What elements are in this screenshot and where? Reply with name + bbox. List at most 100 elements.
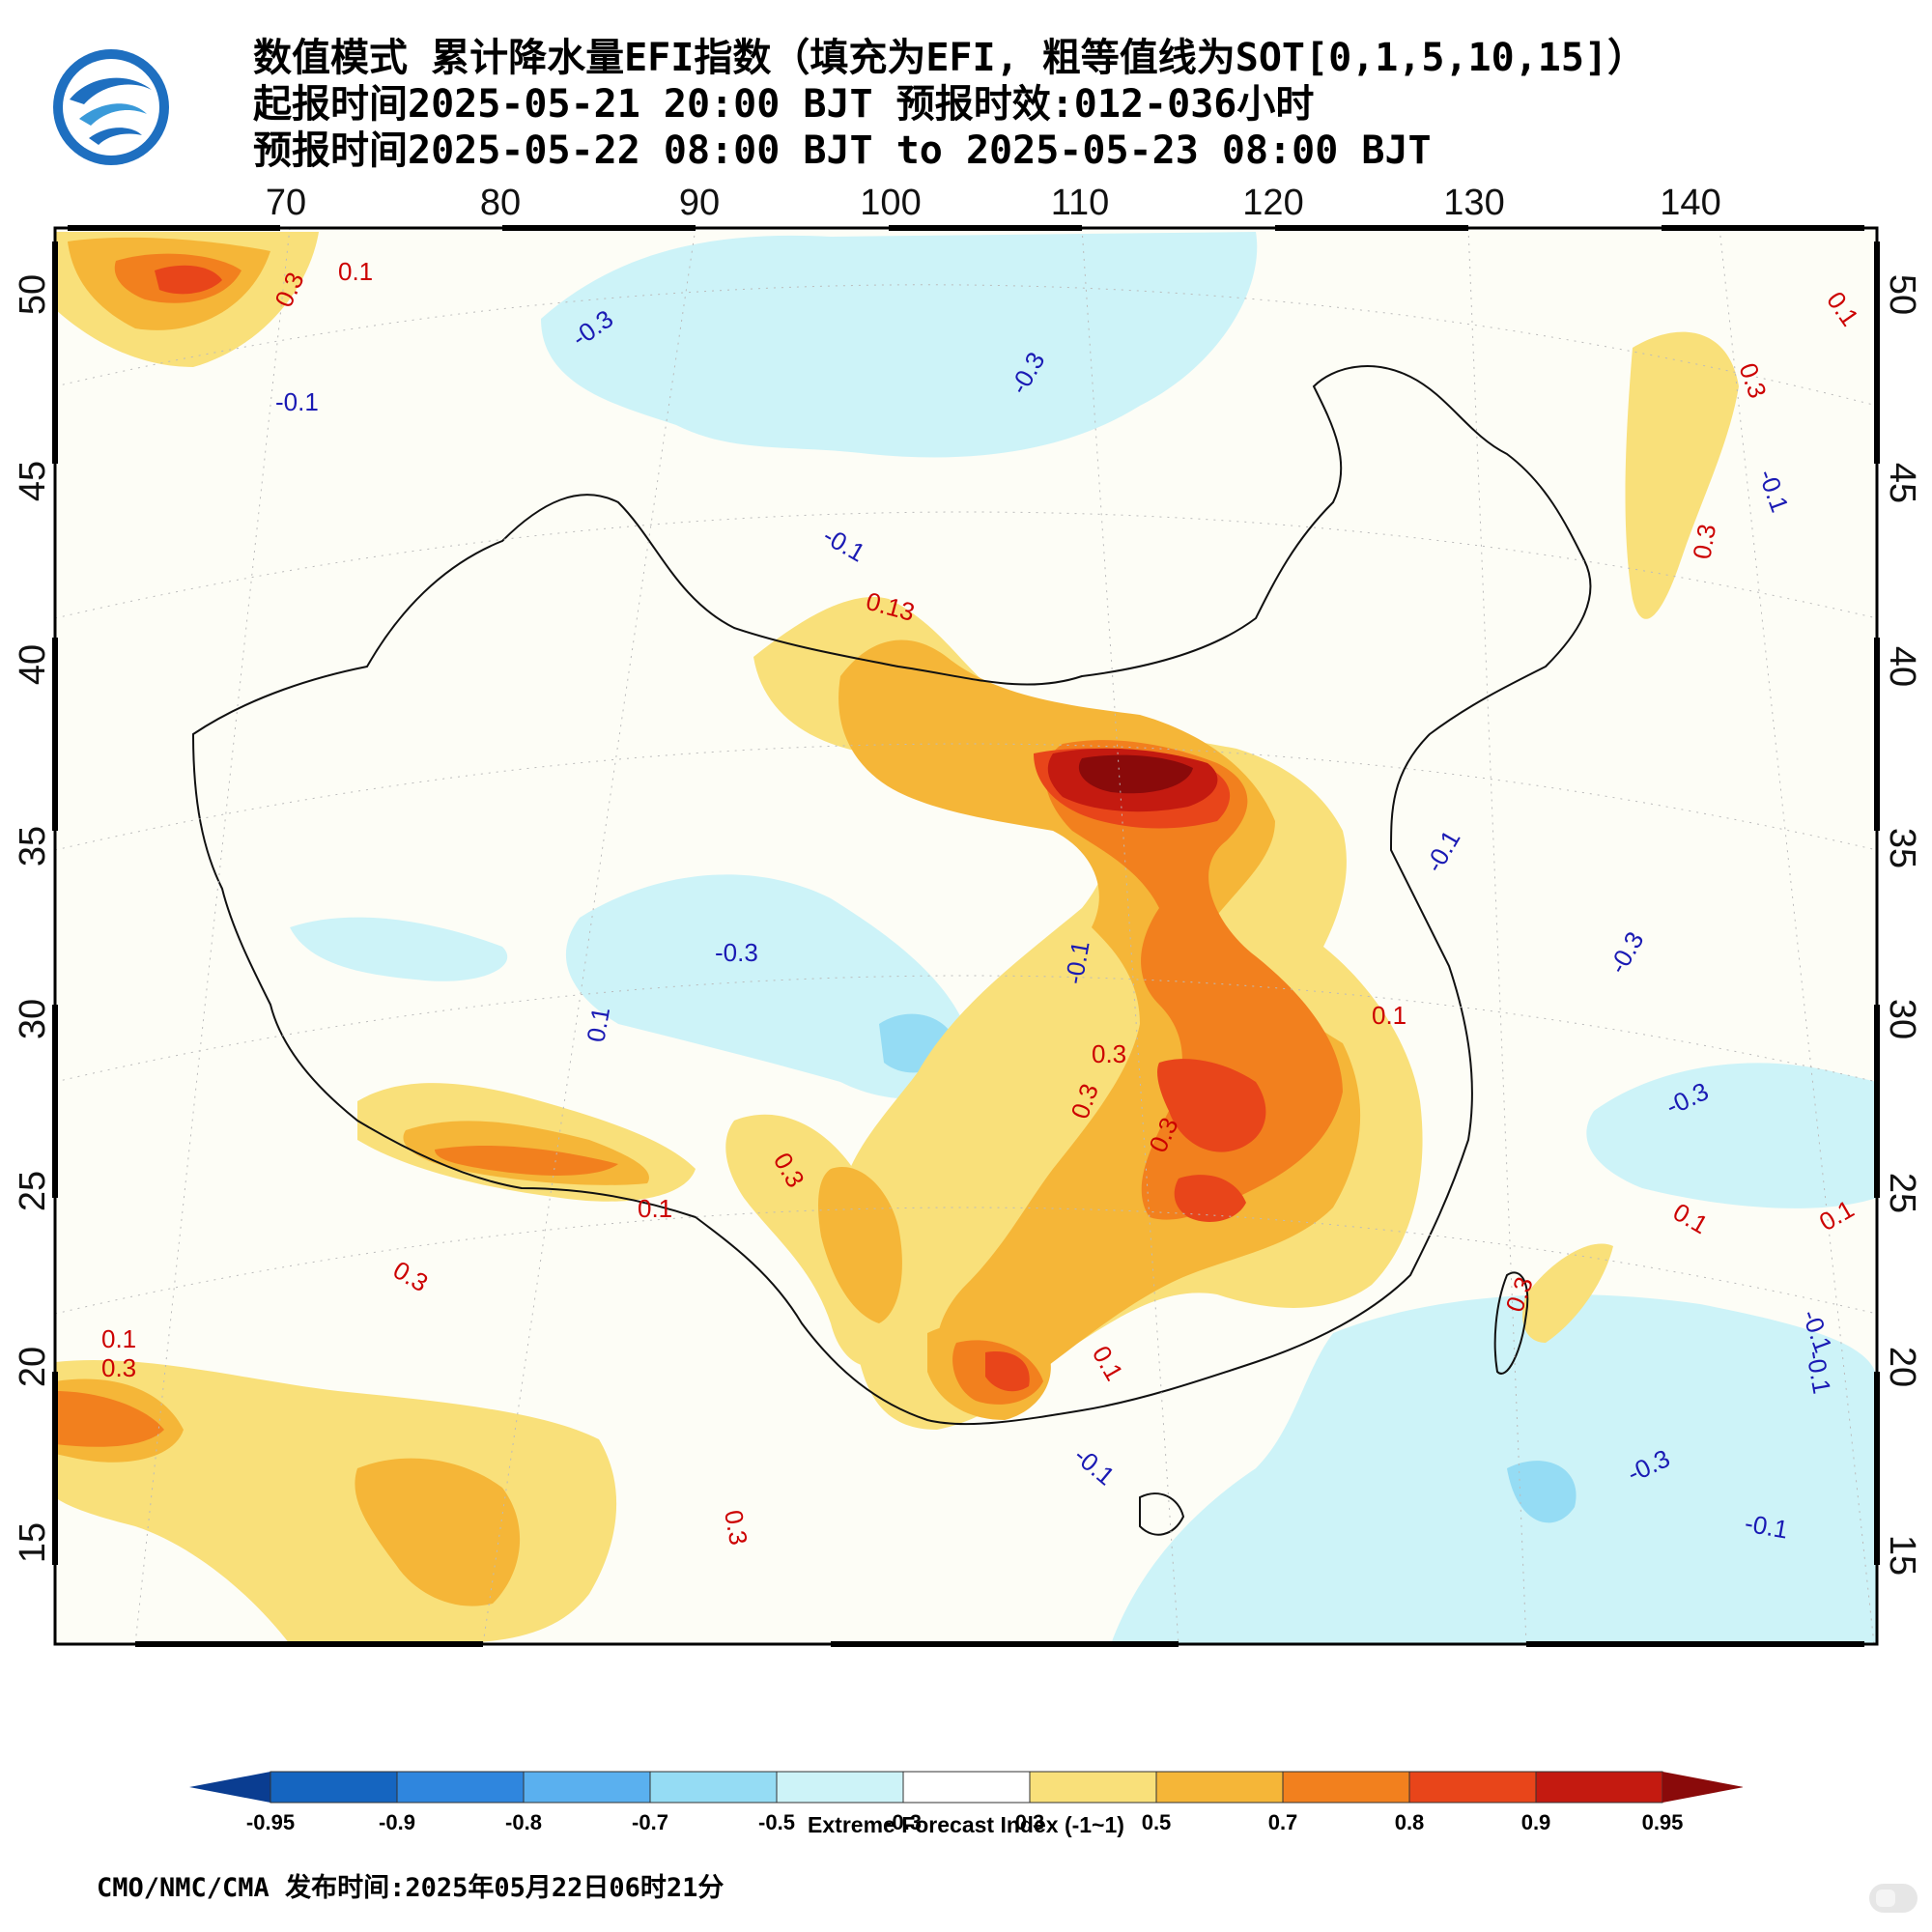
lat-label: 25 [13,1171,53,1211]
cma-logo-icon [53,49,169,165]
contour-label: -0.3 [715,938,758,967]
lon-label: 80 [115,1657,156,1662]
colorbar-tick-labels: -0.95 -0.9 -0.8 -0.7 -0.5 -0.3 0.3 0.5 0.7 0.8 0.9… [246,1810,1683,1834]
colorbar-tick-label: -0.95 [246,1810,295,1834]
efi-negative-mongolia [541,232,1258,458]
colorbar-segment [776,1771,904,1804]
colorbar-tick-label: -0.7 [632,1810,668,1834]
efi-orange-india [55,1378,521,1606]
lon-label: 130 [1838,1657,1899,1662]
colorbar-tick-label: -0.3 [885,1810,922,1834]
colorbar-tick-label: -0.5 [758,1810,795,1834]
efi-orange-sichuan [818,1167,902,1323]
lat-label: 35 [1882,828,1922,868]
contour-label: 0.3 [1092,1039,1126,1068]
bottom-lon-labels: 80 90 100 110 120 130 [115,1657,1900,1662]
colorbar-segment [1408,1771,1537,1804]
colorbar-arrow-left [189,1772,270,1803]
contour-label: 0.1 [338,257,373,286]
issue-info: CMO/NMC/CMA 发布时间:2025年05月22日06时21分 [97,1873,724,1903]
top-lon-labels: 70 80 90 100 110 120 130 140 [266,183,1721,223]
right-lat-labels: 50 45 40 35 30 25 20 15 [1882,274,1922,1576]
china-border [191,365,1592,1426]
efi-darkorange-central [1044,740,1343,1220]
efi-positive-taiwan-east [1522,1243,1613,1343]
efi-positive-japan [1625,331,1739,619]
efi-red-mongolia [155,265,222,295]
efi-negative-south-sea-core [1507,1461,1577,1523]
title-line-3: 预报时间2025-05-22 08:00 BJT to 2025-05-23 0… [253,128,1432,173]
colorbar-segment [1155,1771,1284,1804]
colorbar-segment [1029,1771,1157,1804]
graticule [54,227,1878,1645]
efi-negative-tibet [565,874,976,1099]
colorbar-tick-label: 0.9 [1521,1810,1551,1834]
lon-label: 110 [1051,183,1110,223]
lon-label: 130 [1443,183,1504,223]
lat-label: 50 [1882,274,1922,315]
efi-darkorange-himalaya [435,1145,618,1176]
colorbar-title: Extreme Forecast Index (-1~1) [808,1812,1124,1837]
efi-darkorange-india [55,1391,164,1447]
colorbar-tick-label: 0.5 [1142,1810,1172,1834]
colorbar-tick-label: 0.8 [1395,1810,1425,1834]
lon-label: 120 [1491,1657,1551,1662]
efi-red-central [985,748,1266,1392]
contour-label: 0.1 [101,1324,136,1353]
colorbar-tick-label: -0.8 [505,1810,542,1834]
hainan-island [1139,1492,1185,1536]
contour-label: 0.3 [101,1353,136,1382]
colorbar-arrow-right [1662,1772,1743,1803]
lat-label: 40 [1882,646,1922,687]
lat-label: 30 [1882,999,1922,1039]
contour-label: 0.1 [581,1005,615,1044]
lon-label: 120 [1242,183,1303,223]
taiwan-island [1493,1271,1529,1375]
lat-label: 30 [13,999,53,1039]
lat-label: 45 [1882,463,1922,503]
colorbar-segment [270,1771,398,1804]
efi-negative-south-sea [1111,1294,1877,1644]
watermark-icon [1869,1884,1918,1913]
lat-label: 20 [1882,1347,1922,1387]
lon-label: 80 [480,183,521,223]
contour-label: 0.1 [638,1194,672,1223]
efi-colorbar: -0.95 -0.9 -0.8 -0.7 -0.5 -0.3 0.3 0.5 0.7 0.8 0.9… [189,1771,1743,1834]
lon-label: 90 [463,1657,503,1662]
lon-label: 90 [679,183,720,223]
colorbar-segments [189,1771,1743,1804]
colorbar-segment [902,1771,1031,1804]
colorbar-segment [1282,1771,1410,1804]
colorbar-tick-label: 0.95 [1642,1810,1684,1834]
colorbar-tick-label: -0.9 [379,1810,415,1834]
lat-label: 15 [13,1522,53,1563]
efi-extreme-core [1078,754,1193,794]
lat-label: 15 [1882,1535,1922,1576]
efi-map: 0.3 0.1 -0.3 -0.1 -0.3 0.1 0.3 -0.1 0.3 … [13,183,1922,1662]
colorbar-tick-label: 0.7 [1268,1810,1298,1834]
lat-label: 20 [13,1347,53,1387]
lat-label: 25 [1882,1173,1922,1213]
colorbar-tick-label: 0.3 [1015,1810,1045,1834]
lon-label: 100 [860,183,921,223]
colorbar-segment [1535,1771,1663,1804]
lon-label: 110 [1145,1657,1204,1662]
map-title: 数值模式 累计降水量EFI指数（填充为EFI, 粗等值线为SOT[0,1,5,1… [253,35,1646,174]
lon-label: 140 [1660,183,1720,223]
lon-label: 70 [266,183,306,223]
colorbar-segment [396,1771,525,1804]
contour-label: 0.1 [1372,1001,1406,1030]
contour-label: 0.3 [719,1508,753,1548]
lat-label: 40 [13,644,53,685]
title-line-2: 起报时间2025-05-21 20:00 BJT 预报时效:012-036小时 [253,82,1315,127]
colorbar-segment [523,1771,651,1804]
efi-negative-east-sea [1586,1063,1877,1208]
colorbar-segment [649,1771,778,1804]
lat-label: 35 [13,826,53,867]
lon-label: 100 [800,1657,861,1662]
contour-label: 0.3 [1687,522,1721,561]
lat-label: 50 [13,274,53,315]
left-lat-labels: 50 45 40 35 30 25 20 15 [13,274,53,1563]
lat-label: 45 [13,461,53,501]
efi-fill-layer [55,232,1877,1644]
